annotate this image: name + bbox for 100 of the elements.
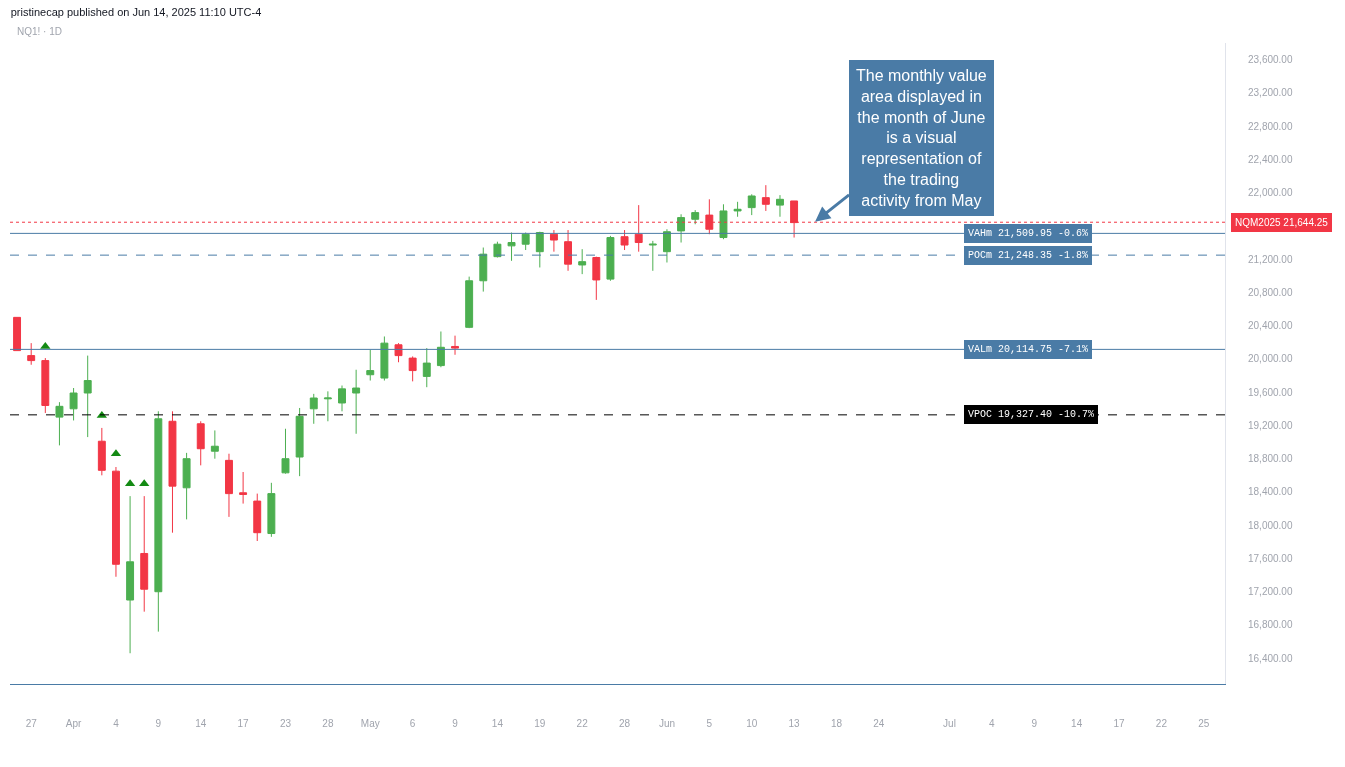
x-tick-label: 24 <box>873 718 885 729</box>
candlestick <box>380 335 389 382</box>
candlestick <box>549 229 558 253</box>
candlestick <box>323 390 332 422</box>
candlestick <box>465 276 474 329</box>
candlestick <box>366 349 375 382</box>
candlestick <box>55 401 64 446</box>
y-tick-label: 20,800.00 <box>1248 286 1293 298</box>
x-tick-label: 4 <box>113 718 120 729</box>
candlestick <box>507 232 516 262</box>
candlestick <box>168 410 177 534</box>
x-tick-label: 28 <box>322 718 334 729</box>
candlestick <box>493 241 502 258</box>
chart-title: pristinecap published on Jun 14, 2025 11:10 UTC-4 <box>10 6 262 19</box>
x-tick-label: Apr <box>65 718 83 729</box>
x-tick-label: May <box>360 718 380 729</box>
x-tick-label: 19 <box>534 718 546 729</box>
candlestick <box>648 240 657 272</box>
ref-line-label: VPOC 19,327.40 -10.7% <box>968 409 1095 420</box>
x-tick-label: 6 <box>409 718 416 729</box>
y-tick-label: 23,200.00 <box>1248 87 1293 99</box>
x-tick-label: 17 <box>1113 718 1126 729</box>
x-tick-label: 14 <box>491 718 504 729</box>
candlestick <box>253 493 262 542</box>
candlestick <box>352 369 361 435</box>
x-tick-label: Jul <box>943 718 956 729</box>
candlestick <box>451 335 459 356</box>
x-tick-label: 25 <box>1198 718 1210 729</box>
candlestick <box>592 256 601 301</box>
x-tick-label: 28 <box>619 718 631 729</box>
candlestick <box>338 385 346 412</box>
ref-line-label: POCm 21,248.35 -1.8% <box>968 250 1089 261</box>
y-tick-label: 20,000.00 <box>1248 353 1293 365</box>
annotation: The monthly value area displayed in the month of June is a visual representation of the trading activity from May <box>856 67 987 209</box>
candlestick <box>225 453 233 518</box>
y-tick-label: 18,400.00 <box>1248 486 1293 498</box>
candlestick <box>69 387 78 421</box>
candlestick <box>662 228 671 263</box>
candlestick <box>267 482 276 538</box>
x-tick-label: 10 <box>746 718 758 729</box>
candlestick <box>677 213 686 244</box>
candlestick <box>182 452 191 520</box>
y-tick-label: 17,600.00 <box>1248 552 1293 564</box>
x-tick-label: 14 <box>195 718 207 729</box>
candlestick <box>309 393 318 425</box>
candlestick <box>210 429 219 460</box>
y-tick-label: 16,400.00 <box>1248 652 1293 664</box>
candlestick <box>97 427 106 476</box>
candlestick <box>521 232 530 251</box>
ref-line-label: VAHm 21,509.95 -0.6% <box>968 228 1089 239</box>
y-tick-label: 22,400.00 <box>1248 153 1293 165</box>
x-tick-label: 22 <box>1155 718 1168 729</box>
candlestick <box>126 495 135 654</box>
candlestick <box>747 193 756 216</box>
y-tick-label: 17,200.00 <box>1248 586 1293 598</box>
candlestick <box>239 471 248 505</box>
ref-line-label: NQM2025 21,644.25 <box>1235 217 1329 228</box>
ref-line-label: VALm 20,114.75 -7.1% <box>968 344 1089 355</box>
candlestick <box>41 357 50 414</box>
candlestick <box>776 194 784 218</box>
x-tick-label: 9 <box>155 718 162 729</box>
candlestick <box>394 342 403 363</box>
x-tick-label: 27 <box>25 718 38 729</box>
x-tick-label: 22 <box>576 718 589 729</box>
y-tick-label: 19,600.00 <box>1248 386 1293 398</box>
point <box>40 341 51 349</box>
y-tick-label: 21,200.00 <box>1248 253 1293 265</box>
x-tick-label: 13 <box>788 718 801 729</box>
candlestick <box>408 355 417 382</box>
candlestick <box>27 342 36 366</box>
candlestick <box>761 184 770 212</box>
y-tick-label: 22,000.00 <box>1248 187 1293 199</box>
candlestick <box>295 407 304 477</box>
candlestick <box>83 355 92 438</box>
candlestick <box>719 203 728 240</box>
x-tick-label: 4 <box>989 718 996 729</box>
x-tick-label: 9 <box>1031 718 1038 729</box>
y-tick-label: 23,600.00 <box>1248 54 1293 66</box>
candlestick <box>578 248 587 275</box>
x-tick-label: 23 <box>279 718 292 729</box>
x-tick-label: 17 <box>237 718 250 729</box>
y-tick-label: 19,200.00 <box>1248 419 1293 431</box>
y-tick-label: 16,800.00 <box>1248 619 1293 631</box>
candlestick <box>436 330 445 368</box>
chart-subtitle: NQ1! · 1D <box>17 26 63 37</box>
x-tick-label: Jun <box>658 718 676 729</box>
x-tick-label: 9 <box>452 718 459 729</box>
candlestick <box>154 410 163 633</box>
candlestick <box>13 316 22 352</box>
y-tick-label: 18,800.00 <box>1248 453 1293 465</box>
y-tick-label: 18,000.00 <box>1248 519 1293 531</box>
candlestick <box>535 231 544 268</box>
candlestick <box>422 347 431 388</box>
y-tick-label: 20,400.00 <box>1248 320 1293 332</box>
candlestick <box>733 201 742 218</box>
candlestick <box>564 229 573 272</box>
candlestick <box>196 420 205 466</box>
candlestick <box>620 229 629 251</box>
candlestick <box>112 466 120 578</box>
x-tick-label: 5 <box>706 718 713 729</box>
